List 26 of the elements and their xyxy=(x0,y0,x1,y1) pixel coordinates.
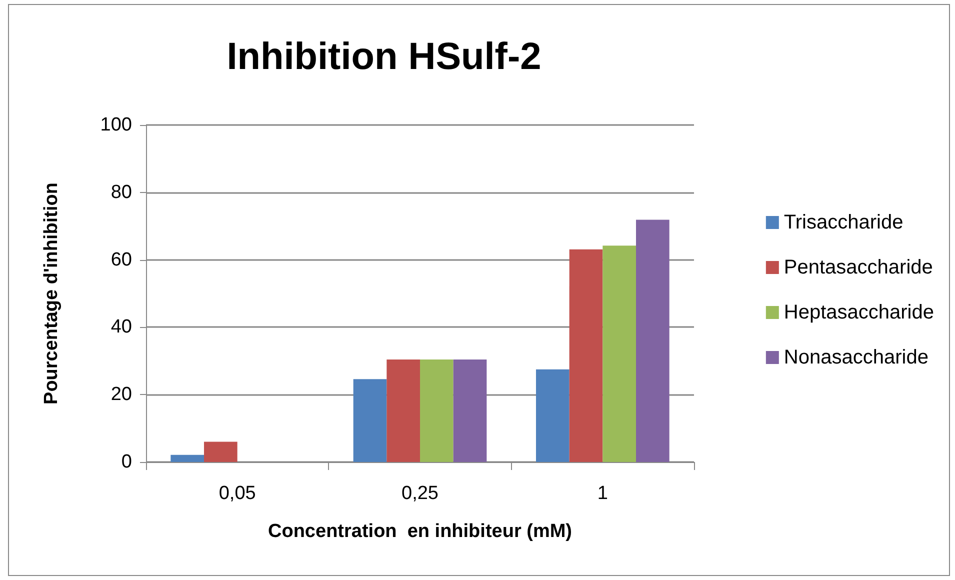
y-tick-label: 60 xyxy=(110,249,132,270)
y-tick-label: 80 xyxy=(110,182,132,203)
x-tick-label: 0,05 xyxy=(218,483,256,504)
bar xyxy=(170,454,204,462)
bar xyxy=(204,442,238,462)
y-tick-label: 0 xyxy=(121,452,132,472)
legend-label: Heptasaccharide xyxy=(784,302,934,324)
bar xyxy=(569,249,603,462)
legend-label: Pentasaccharide xyxy=(784,256,933,278)
y-tick-label: 40 xyxy=(110,316,132,338)
bar xyxy=(420,360,454,462)
bar xyxy=(602,246,636,462)
x-axis-title: Concentration en inhibiteur (mM) xyxy=(268,521,572,542)
y-tick-label: 100 xyxy=(100,114,132,136)
y-axis-title: Pourcentage d'inhibition xyxy=(41,182,62,404)
bar xyxy=(636,220,670,462)
legend-label: Nonasaccharide xyxy=(784,346,928,368)
chart-title: Inhibition HSulf-2 xyxy=(226,36,542,78)
x-tick-label: 0,25 xyxy=(402,483,438,504)
bar xyxy=(536,369,570,462)
y-tick-label: 20 xyxy=(110,384,132,406)
legend-label: Trisaccharide xyxy=(784,212,904,234)
bar xyxy=(453,360,487,462)
bar xyxy=(386,360,420,462)
bar xyxy=(353,379,387,462)
x-tick-label: 1 xyxy=(597,483,608,504)
